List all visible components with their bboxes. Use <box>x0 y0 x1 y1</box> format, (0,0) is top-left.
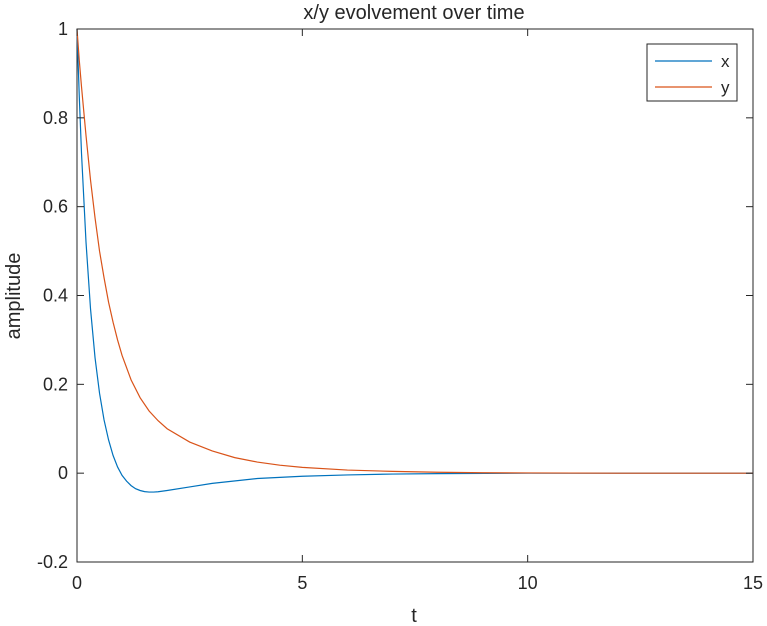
y-tick-label: -0.2 <box>37 552 68 572</box>
y-axis-title: amplitude <box>3 253 25 340</box>
y-tick-label: 0.8 <box>43 108 68 128</box>
series-layer <box>76 28 753 493</box>
axis-ticks: 0 5 10 15-0.200.20.40.60.81 <box>37 19 763 593</box>
legend: xy <box>646 43 738 102</box>
x-tick-label: 5 <box>297 573 307 593</box>
y-tick-label: 0.4 <box>43 286 68 306</box>
y-tick-label: 0.2 <box>43 374 68 394</box>
x-axis-title: t <box>411 605 417 626</box>
legend-label-x: x <box>721 52 730 71</box>
legend-label-y: y <box>721 78 730 97</box>
y-tick-label: 0.6 <box>43 197 68 217</box>
series-line-y <box>76 28 753 474</box>
plot-area <box>76 28 754 563</box>
x-tick-label: 0 <box>72 573 82 593</box>
y-tick-label: 0 <box>58 463 68 483</box>
chart-title: x/y evolvement over time <box>303 2 524 24</box>
x-tick-label: 10 <box>518 573 538 593</box>
legend-box <box>646 43 738 102</box>
x-tick-label: 15 <box>743 573 763 593</box>
y-tick-label: 1 <box>58 19 68 39</box>
series-line-x <box>76 28 753 493</box>
